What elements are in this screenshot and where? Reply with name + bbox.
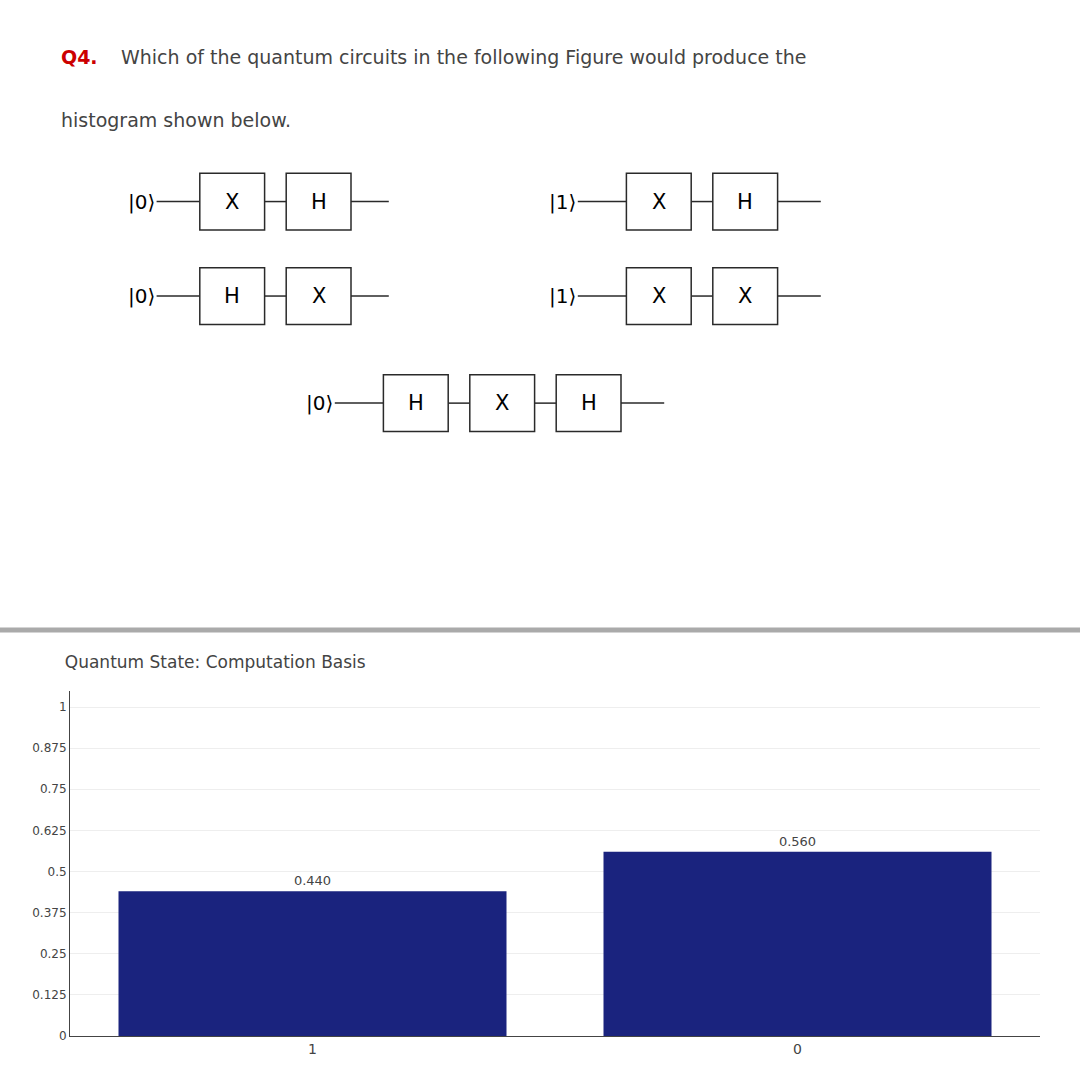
svg-text:0.875: 0.875 bbox=[32, 741, 66, 755]
svg-text:|0⟩: |0⟩ bbox=[128, 190, 155, 214]
svg-text:0.625: 0.625 bbox=[32, 824, 66, 838]
svg-text:|0⟩: |0⟩ bbox=[128, 284, 155, 308]
svg-text:0.25: 0.25 bbox=[40, 947, 67, 961]
svg-text:|1⟩: |1⟩ bbox=[549, 284, 576, 308]
svg-text:|1⟩: |1⟩ bbox=[549, 190, 576, 214]
svg-text:0: 0 bbox=[59, 1029, 67, 1043]
svg-text:H: H bbox=[581, 391, 597, 415]
svg-text:X: X bbox=[652, 284, 666, 308]
svg-text:H: H bbox=[224, 284, 240, 308]
svg-text:|0⟩: |0⟩ bbox=[306, 391, 333, 415]
svg-text:H: H bbox=[408, 391, 424, 415]
svg-text:Which of the quantum circuits: Which of the quantum circuits in the fol… bbox=[121, 46, 807, 68]
svg-text:X: X bbox=[495, 391, 509, 415]
svg-text:X: X bbox=[738, 284, 752, 308]
svg-text:1: 1 bbox=[59, 700, 67, 714]
svg-text:X: X bbox=[652, 190, 666, 214]
svg-text:X: X bbox=[225, 190, 239, 214]
svg-text:H: H bbox=[737, 190, 753, 214]
svg-text:0.375: 0.375 bbox=[32, 906, 66, 920]
svg-text:0.560: 0.560 bbox=[779, 834, 816, 849]
svg-text:X: X bbox=[312, 284, 326, 308]
svg-text:histogram shown below.: histogram shown below. bbox=[61, 109, 291, 131]
svg-text:0.5: 0.5 bbox=[48, 865, 67, 879]
svg-text:0.125: 0.125 bbox=[32, 988, 66, 1002]
svg-text:0.440: 0.440 bbox=[294, 873, 331, 888]
svg-text:Q4.: Q4. bbox=[61, 46, 98, 68]
svg-text:Quantum State: Computation Bas: Quantum State: Computation Basis bbox=[65, 652, 366, 672]
svg-text:H: H bbox=[311, 190, 327, 214]
svg-text:0: 0 bbox=[793, 1041, 802, 1057]
svg-text:0.75: 0.75 bbox=[40, 782, 67, 796]
svg-text:1: 1 bbox=[308, 1041, 317, 1057]
